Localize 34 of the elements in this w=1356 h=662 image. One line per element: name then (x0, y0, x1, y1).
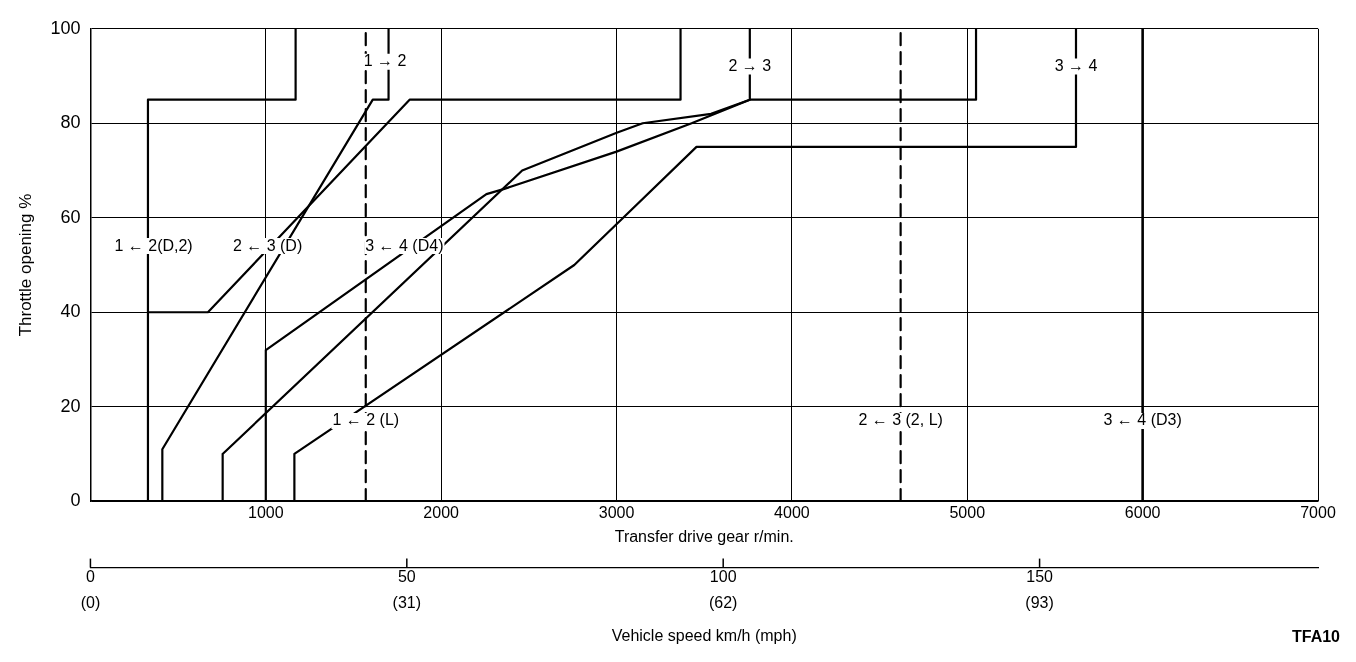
x-tick-label: 6000 (1124, 504, 1161, 522)
y-tick-label: 40 (60, 301, 81, 322)
x2-tick-label: 150 (1026, 567, 1054, 585)
y-tick-label: 100 (50, 17, 81, 38)
annotation: 1 → 2 (363, 52, 407, 70)
y-tick-label: 60 (60, 206, 81, 227)
text: (62) (708, 594, 738, 612)
annotation: 3 ← 4 (D3) (1103, 411, 1182, 429)
x2-tick-label: 50 (397, 567, 416, 585)
x-tick-label: 5000 (949, 504, 986, 522)
x2-tick-label: 100 (709, 567, 737, 585)
x-tick-label: 7000 (1300, 504, 1336, 522)
x2-tick-label: 0 (85, 567, 95, 585)
text: (31) (392, 594, 422, 612)
x-axis-title: Transfer drive gear r/min. (614, 528, 794, 546)
x-tick-label: 1000 (248, 504, 284, 522)
text: (93) (1025, 594, 1054, 612)
x2-axis-title: Vehicle speed km/h (mph) (611, 626, 797, 644)
annotation: 2 ← 3 (D) (232, 236, 303, 254)
annotation: 1 ← 2 (L) (332, 411, 400, 429)
annotation: 2 → 3 (728, 57, 772, 74)
y-tick-label: 20 (60, 395, 81, 416)
annotation: 1 ← 2(D,2) (114, 236, 193, 254)
annotation: 2 ← 3 (2, L) (858, 411, 943, 429)
y-tick-label: 80 (60, 112, 81, 133)
x-tick-label: 4000 (774, 504, 810, 522)
annotation: 3 → 4 (1054, 57, 1098, 74)
y-tick-label: 0 (70, 490, 81, 511)
text: (0) (80, 594, 101, 612)
x-tick-label: 3000 (598, 504, 635, 522)
annotation: 3 ← 4 (D4) (365, 236, 444, 254)
x-tick-label: 2000 (423, 504, 460, 522)
y-axis-title: Throttle opening % (15, 193, 35, 337)
text: TFA10 (1291, 628, 1341, 646)
